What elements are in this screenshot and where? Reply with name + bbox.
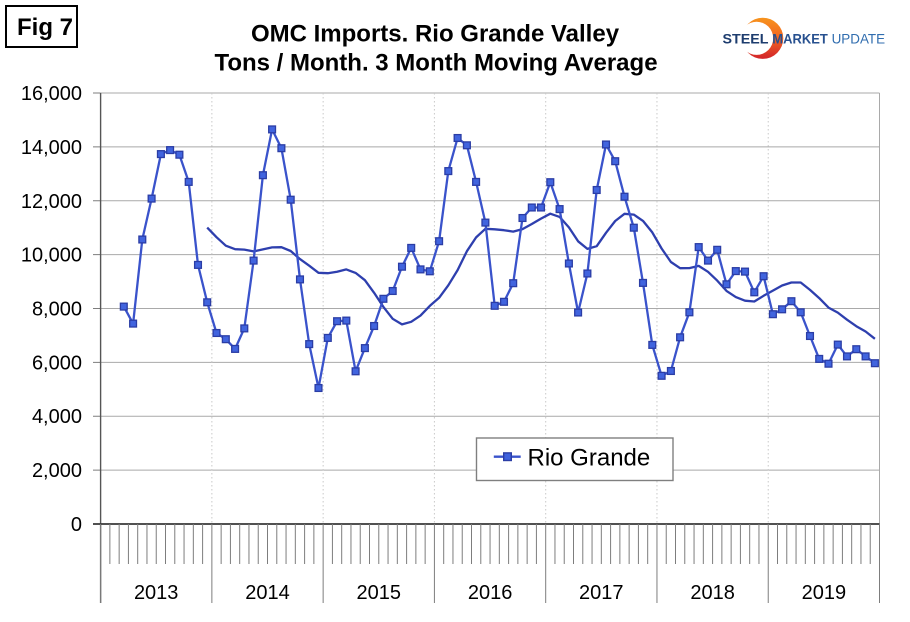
- svg-text:2016: 2016: [468, 582, 513, 604]
- svg-text:2,000: 2,000: [32, 460, 82, 482]
- svg-text:OMC Imports. Rio Grande Valley: OMC Imports. Rio Grande Valley: [251, 21, 620, 48]
- svg-text:16,000: 16,000: [21, 83, 82, 105]
- svg-text:2015: 2015: [357, 582, 402, 604]
- svg-text:10,000: 10,000: [21, 245, 82, 267]
- svg-text:STEEL: STEEL: [723, 30, 769, 46]
- svg-text:2018: 2018: [690, 582, 735, 604]
- svg-text:UPDATE: UPDATE: [832, 30, 886, 46]
- svg-text:2013: 2013: [134, 582, 179, 604]
- svg-text:4,000: 4,000: [32, 406, 82, 428]
- svg-text:14,000: 14,000: [21, 137, 82, 159]
- svg-text:8,000: 8,000: [32, 299, 82, 321]
- svg-text:Fig 7: Fig 7: [17, 14, 73, 41]
- svg-text:2019: 2019: [802, 582, 847, 604]
- svg-text:12,000: 12,000: [21, 191, 82, 213]
- svg-text:MARKET: MARKET: [772, 30, 828, 46]
- svg-text:2017: 2017: [579, 582, 624, 604]
- svg-text:0: 0: [71, 514, 82, 536]
- svg-text:Rio Grande: Rio Grande: [528, 445, 651, 472]
- svg-text:Tons / Month. 3 Month Moving A: Tons / Month. 3 Month Moving Average: [214, 50, 657, 77]
- svg-text:2014: 2014: [245, 582, 290, 604]
- svg-text:6,000: 6,000: [32, 352, 82, 374]
